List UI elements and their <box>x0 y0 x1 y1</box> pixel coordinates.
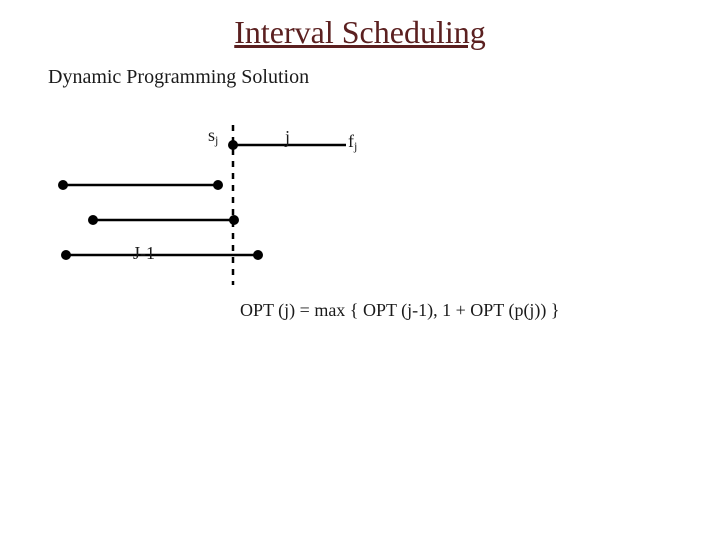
label-fj: fj <box>348 131 357 152</box>
interval-diagram-svg <box>48 115 448 295</box>
label-j-minus-1: J-1 <box>133 243 155 264</box>
interval-diagram: sj j fj J-1 <box>48 115 448 295</box>
label-j: j <box>285 127 290 148</box>
opt-formula: OPT (j) = max { OPT (j-1), 1 + OPT (p(j)… <box>240 300 560 321</box>
label-sj: sj <box>208 125 218 146</box>
label-fj-sub: j <box>354 139 357 153</box>
label-sj-sub: j <box>215 133 218 147</box>
page-title: Interval Scheduling <box>234 14 485 51</box>
label-sj-text: s <box>208 125 215 145</box>
page-subtitle: Dynamic Programming Solution <box>48 66 309 89</box>
